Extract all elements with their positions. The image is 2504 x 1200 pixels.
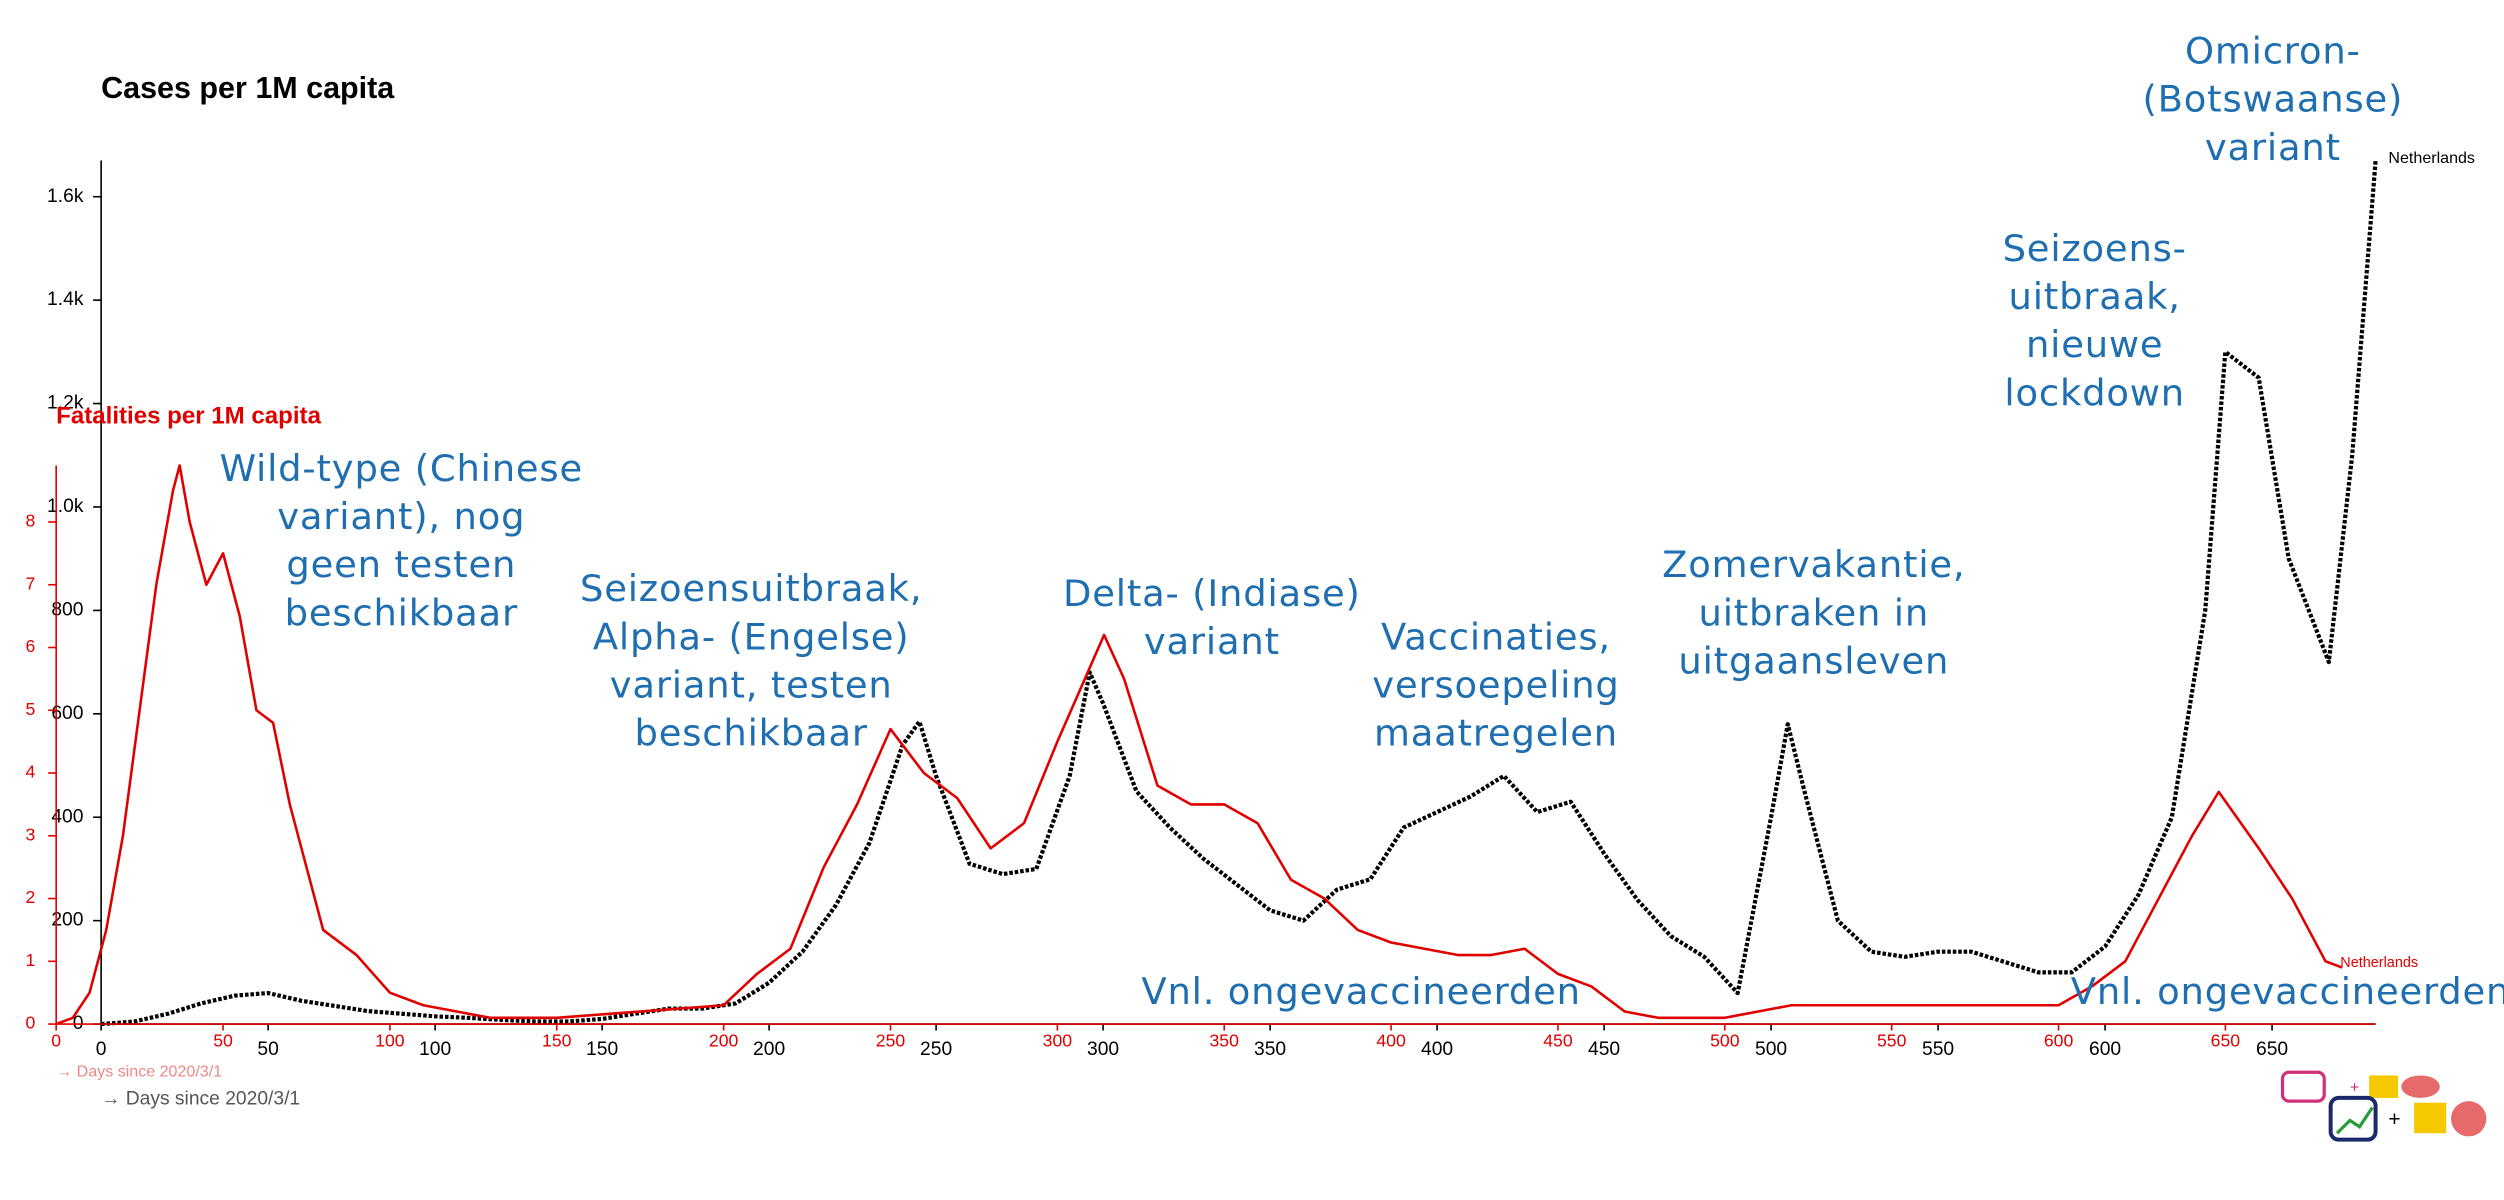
annotation: Alpha- (Engelse) bbox=[593, 615, 910, 658]
x-tick-label: 500 bbox=[1755, 1039, 1787, 1060]
x-tick-label: 350 bbox=[1210, 1030, 1240, 1050]
y-tick-label: 600 bbox=[51, 703, 83, 724]
x-tick-label: 50 bbox=[257, 1039, 278, 1060]
x-tick-label: 300 bbox=[1043, 1030, 1073, 1050]
x-tick-label: 450 bbox=[1588, 1039, 1620, 1060]
y-tick-label: 4 bbox=[26, 762, 36, 782]
line-series bbox=[55, 464, 2343, 1026]
x-tick-label: 250 bbox=[920, 1039, 952, 1060]
y-tick-label: 8 bbox=[26, 511, 36, 531]
annotation: beschikbaar bbox=[635, 712, 868, 755]
series-label: Netherlands bbox=[2388, 149, 2475, 167]
x-tick-label: 500 bbox=[1710, 1030, 1740, 1050]
annotation: versoepeling bbox=[1372, 663, 1619, 706]
y-tick-label: 1.0k bbox=[47, 496, 84, 517]
x-tick-label: 400 bbox=[1421, 1039, 1453, 1060]
annotation: variant bbox=[1144, 620, 1280, 663]
chart-title: Fatalities per 1M capita bbox=[56, 403, 321, 430]
annotation: uitgaansleven bbox=[1678, 639, 1949, 682]
annotation: uitbraak, bbox=[2009, 275, 2181, 318]
annotation: Vaccinaties, bbox=[1381, 615, 1611, 658]
annotation: Vnl. ongevaccineerden bbox=[1141, 970, 1580, 1013]
x-tick-label: 550 bbox=[1922, 1039, 1954, 1060]
annotation: maatregelen bbox=[1374, 712, 1618, 755]
y-tick-label: 2 bbox=[26, 887, 36, 907]
x-tick-label: 0 bbox=[51, 1030, 61, 1050]
annotation: (Botswaanse) bbox=[2142, 78, 2403, 121]
annotation: Wild-type (Chinese bbox=[220, 447, 583, 490]
annotation: Omicron- bbox=[2185, 29, 2361, 72]
x-tick-label: 200 bbox=[709, 1030, 739, 1050]
x-tick-label: 150 bbox=[542, 1030, 572, 1050]
y-tick-label: 1.4k bbox=[47, 289, 84, 310]
y-tick-label: 1.6k bbox=[47, 186, 84, 207]
x-tick-label: 450 bbox=[1543, 1030, 1573, 1050]
x-tick-label: 100 bbox=[375, 1030, 405, 1050]
annotation: Vnl. ongevaccineerden bbox=[2071, 970, 2504, 1013]
series-label: Netherlands bbox=[2340, 955, 2418, 971]
chart-title: Cases per 1M capita bbox=[101, 71, 395, 105]
annotation: geen testen bbox=[286, 543, 516, 586]
annotation: beschikbaar bbox=[285, 591, 518, 634]
x-tick-label: 100 bbox=[419, 1039, 451, 1060]
x-tick-label: 400 bbox=[1376, 1030, 1406, 1050]
y-tick-label: 6 bbox=[26, 636, 36, 656]
line-series bbox=[100, 160, 2378, 1027]
x-tick-label: 300 bbox=[1087, 1039, 1119, 1060]
y-tick-label: 0 bbox=[26, 1013, 36, 1033]
annotation: variant bbox=[2205, 126, 2341, 169]
x-axis-label: → Days since 2020/3/1 bbox=[56, 1062, 222, 1080]
y-tick-label: 1 bbox=[26, 950, 36, 970]
y-tick-label: 3 bbox=[26, 824, 36, 844]
x-tick-label: 650 bbox=[2256, 1039, 2288, 1060]
y-tick-label: 400 bbox=[51, 806, 83, 827]
x-tick-label: 600 bbox=[2044, 1030, 2074, 1050]
annotation: Seizoensuitbraak, bbox=[580, 567, 922, 610]
annotation: Zomervakantie, bbox=[1662, 543, 1965, 586]
x-axis-label: → Days since 2020/3/1 bbox=[101, 1089, 300, 1110]
annotation: nieuwe bbox=[2026, 323, 2163, 366]
y-tick-label: 200 bbox=[51, 910, 83, 931]
x-tick-label: 0 bbox=[96, 1039, 107, 1060]
annotation: Delta- (Indiase) bbox=[1063, 572, 1361, 615]
x-tick-label: 150 bbox=[586, 1039, 618, 1060]
y-tick-label: 7 bbox=[26, 573, 36, 593]
x-tick-label: 600 bbox=[2089, 1039, 2121, 1060]
svg-text:+: + bbox=[2388, 1108, 2400, 1131]
x-tick-label: 550 bbox=[1877, 1030, 1907, 1050]
annotation: variant, testen bbox=[610, 663, 893, 706]
annotation: lockdown bbox=[2004, 371, 2184, 414]
annotation: variant), nog bbox=[277, 495, 525, 538]
logo: + + bbox=[2280, 1070, 2487, 1142]
y-tick-label: 1.2k bbox=[47, 393, 84, 414]
x-tick-label: 350 bbox=[1254, 1039, 1286, 1060]
x-tick-label: 200 bbox=[753, 1039, 785, 1060]
x-tick-label: 650 bbox=[2211, 1030, 2241, 1050]
y-tick-label: 800 bbox=[51, 599, 83, 620]
x-tick-label: 250 bbox=[876, 1030, 906, 1050]
x-tick-label: 50 bbox=[213, 1030, 233, 1050]
svg-text:+: + bbox=[2350, 1079, 2359, 1097]
annotation: uitbraken in bbox=[1699, 591, 1929, 634]
annotation: Seizoens- bbox=[2003, 227, 2187, 270]
y-tick-label: 5 bbox=[26, 699, 36, 719]
